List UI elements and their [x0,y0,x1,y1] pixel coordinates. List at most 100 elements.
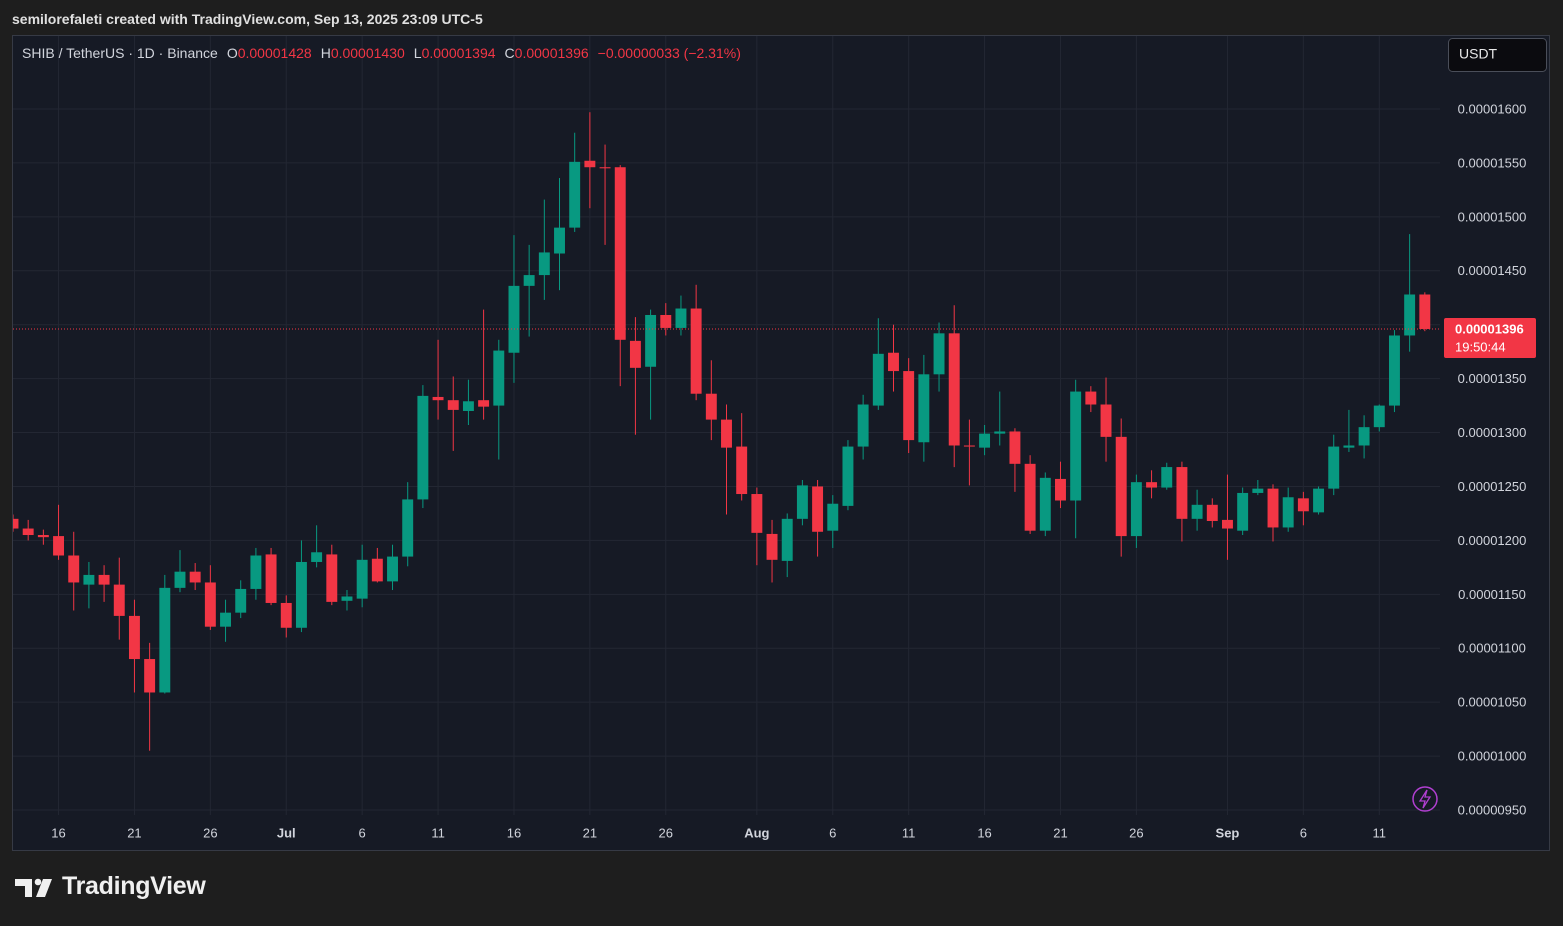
last-price-label: 0.00001396 [1455,321,1524,336]
y-tick-label: 0.00001250 [1458,479,1527,494]
candles [13,112,1431,751]
x-tick-label: 11 [902,825,916,840]
candle-body [903,371,915,441]
candle-body [37,535,49,538]
x-tick-label: 11 [431,825,445,840]
candle-body [645,314,657,367]
candle-body [569,161,581,228]
x-tick-label: 16 [51,825,65,840]
candle-body [1267,488,1279,528]
currency-button[interactable]: USDT [1448,38,1547,72]
currency-button-label[interactable]: USDT [1459,46,1498,62]
candle-body [1176,467,1188,519]
currency-button-box[interactable] [1448,38,1547,72]
y-tick-label: 0.00001450 [1458,263,1527,278]
candle-body [948,333,960,446]
candle-body [994,431,1006,434]
candle-body [1313,488,1325,513]
candle-body [705,393,717,420]
candle-body [341,596,353,601]
candle-body [1358,427,1370,446]
logo [15,878,52,897]
candle-body [979,433,991,448]
axes: 0.00000950 0.00001000 0.00001050 0.00001100… [13,101,1536,840]
x-tick-label: Jul [277,825,296,840]
candle-body [13,518,19,529]
candle-body [857,404,869,447]
x-tick-label: 21 [127,825,141,840]
alert-bolt[interactable] [1418,789,1432,809]
legend-change: −0.00000033 (−2.31%) [597,45,741,61]
y-tick-label: 0.00001150 [1458,587,1526,602]
candle-body [796,485,808,519]
candle-body [53,536,65,556]
candle-body [1404,294,1416,336]
candle-body [417,395,429,500]
candle-body [1373,405,1385,428]
candle-body [371,558,383,582]
candle-body [933,333,945,375]
candle-body [918,374,930,443]
legend-key: O [226,45,238,61]
candle-body [387,556,398,582]
candle-body [478,400,490,407]
candle-body [250,555,262,589]
candle-body [432,396,444,401]
candle-body [295,561,307,628]
candle-body [1252,488,1264,493]
candle-body [1328,446,1340,489]
candle-body [508,285,520,353]
candle-body [1024,463,1036,531]
candle-body [1130,482,1142,537]
candle-body [493,350,505,406]
x-tick-label: 21 [1053,825,1067,840]
candle-body [523,275,535,286]
x-tick-label: 26 [1129,825,1143,840]
legend-key: C [504,45,515,61]
legend-value: 0.00001430 [330,45,405,61]
candle-body [83,574,95,585]
candle-body [751,494,763,533]
logo-mark [15,879,32,897]
y-tick-label: 0.00001500 [1458,209,1527,224]
candle-body [690,308,702,394]
candle-body [447,400,459,410]
candle-body [1237,492,1249,531]
candle-body [326,554,338,602]
candle-body [98,574,110,585]
candle-body [1100,404,1112,437]
logo-dot [34,878,42,886]
legend: SHIB / TetherUS · 1D · Binance O0.0000142… [22,45,741,61]
alert-circle[interactable] [1412,786,1438,812]
candle-body [235,588,247,613]
candle-body [1282,497,1294,528]
legend-title: SHIB / TetherUS · 1D · Binance [22,45,218,61]
y-tick-label: 0.00001100 [1458,641,1526,656]
y-tick-label: 0.00001350 [1458,371,1527,386]
x-tick-label: 11 [1373,825,1387,840]
candle-body [660,314,672,328]
candle-body [1039,477,1051,531]
candle-body [1009,431,1021,464]
x-tick-label: 6 [1300,825,1307,840]
candle-body [204,582,216,627]
candle-body [872,353,884,406]
y-tick-label: 0.00000950 [1458,802,1527,817]
candle-body [614,167,626,340]
legend-value: 0.00001428 [237,45,312,61]
candle-body [462,401,474,411]
legend-value: 0.00001394 [421,45,496,61]
candle-body [220,612,231,627]
candle-body [265,554,277,603]
y-tick-label: 0.00001550 [1458,155,1527,170]
candle-body [311,552,323,562]
candle-body [538,252,550,276]
candle-body [280,602,292,628]
candle-body [1191,504,1203,519]
alert-icon[interactable] [1412,786,1438,812]
candle-body [1419,294,1431,330]
last-price-tag [1444,318,1536,359]
candle-body [159,587,171,693]
